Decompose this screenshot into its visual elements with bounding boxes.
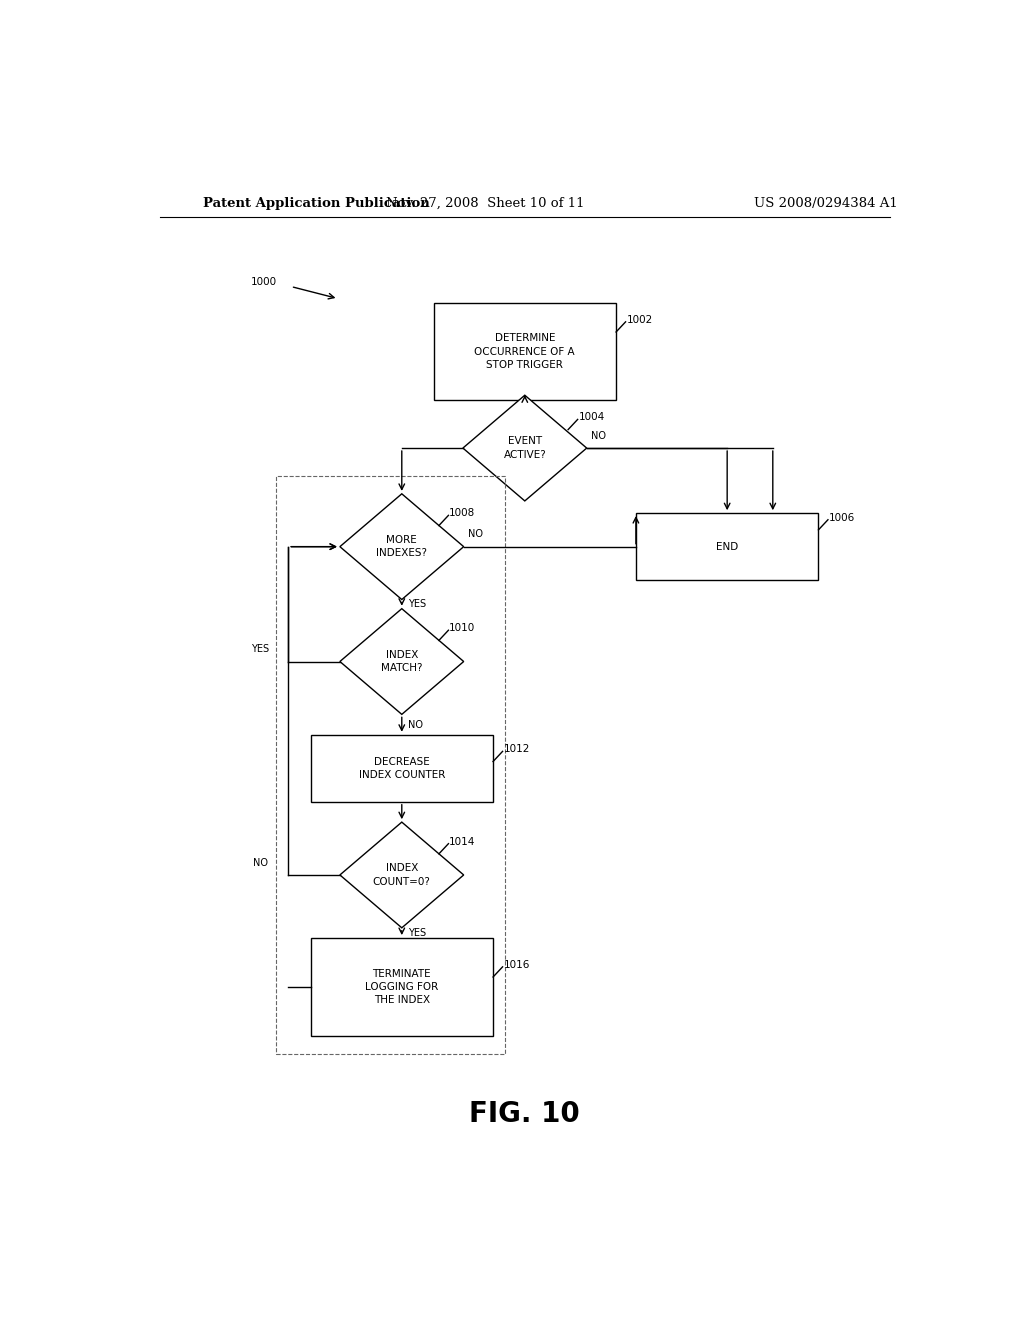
Text: MORE
INDEXES?: MORE INDEXES?	[376, 535, 427, 558]
Bar	[276, 475, 505, 1053]
Polygon shape	[463, 395, 587, 500]
Text: INDEX
MATCH?: INDEX MATCH?	[381, 649, 423, 673]
Text: FIG. 10: FIG. 10	[469, 1100, 581, 1127]
Bar	[636, 513, 818, 581]
Text: DECREASE
INDEX COUNTER: DECREASE INDEX COUNTER	[358, 756, 445, 780]
Text: EVENT
ACTIVE?: EVENT ACTIVE?	[504, 437, 546, 459]
Text: 1012: 1012	[504, 744, 529, 754]
Polygon shape	[340, 609, 464, 714]
Text: END: END	[716, 541, 738, 552]
Text: YES: YES	[252, 644, 269, 655]
Text: 1000: 1000	[251, 277, 278, 288]
Text: 1006: 1006	[828, 512, 855, 523]
Polygon shape	[340, 822, 464, 928]
Text: 1010: 1010	[450, 623, 475, 634]
Text: NO: NO	[468, 529, 482, 540]
Text: 1004: 1004	[579, 412, 605, 422]
Text: 1002: 1002	[627, 314, 652, 325]
Bar	[310, 939, 494, 1036]
Text: YES: YES	[409, 599, 426, 609]
Text: Nov. 27, 2008  Sheet 10 of 11: Nov. 27, 2008 Sheet 10 of 11	[386, 197, 585, 210]
Text: INDEX
COUNT=0?: INDEX COUNT=0?	[373, 863, 431, 887]
Text: YES: YES	[409, 928, 426, 939]
Bar	[433, 302, 616, 400]
Text: US 2008/0294384 A1: US 2008/0294384 A1	[755, 197, 898, 210]
Text: NO: NO	[409, 719, 423, 730]
Text: 1008: 1008	[450, 508, 475, 519]
Text: 1016: 1016	[504, 960, 529, 970]
Text: Patent Application Publication: Patent Application Publication	[204, 197, 430, 210]
Polygon shape	[340, 494, 464, 599]
Text: NO: NO	[591, 430, 605, 441]
Text: 1014: 1014	[450, 837, 475, 846]
Text: TERMINATE
LOGGING FOR
THE INDEX: TERMINATE LOGGING FOR THE INDEX	[366, 969, 438, 1005]
Text: NO: NO	[253, 858, 268, 867]
Bar	[310, 735, 494, 801]
Text: DETERMINE
OCCURRENCE OF A
STOP TRIGGER: DETERMINE OCCURRENCE OF A STOP TRIGGER	[474, 334, 575, 370]
